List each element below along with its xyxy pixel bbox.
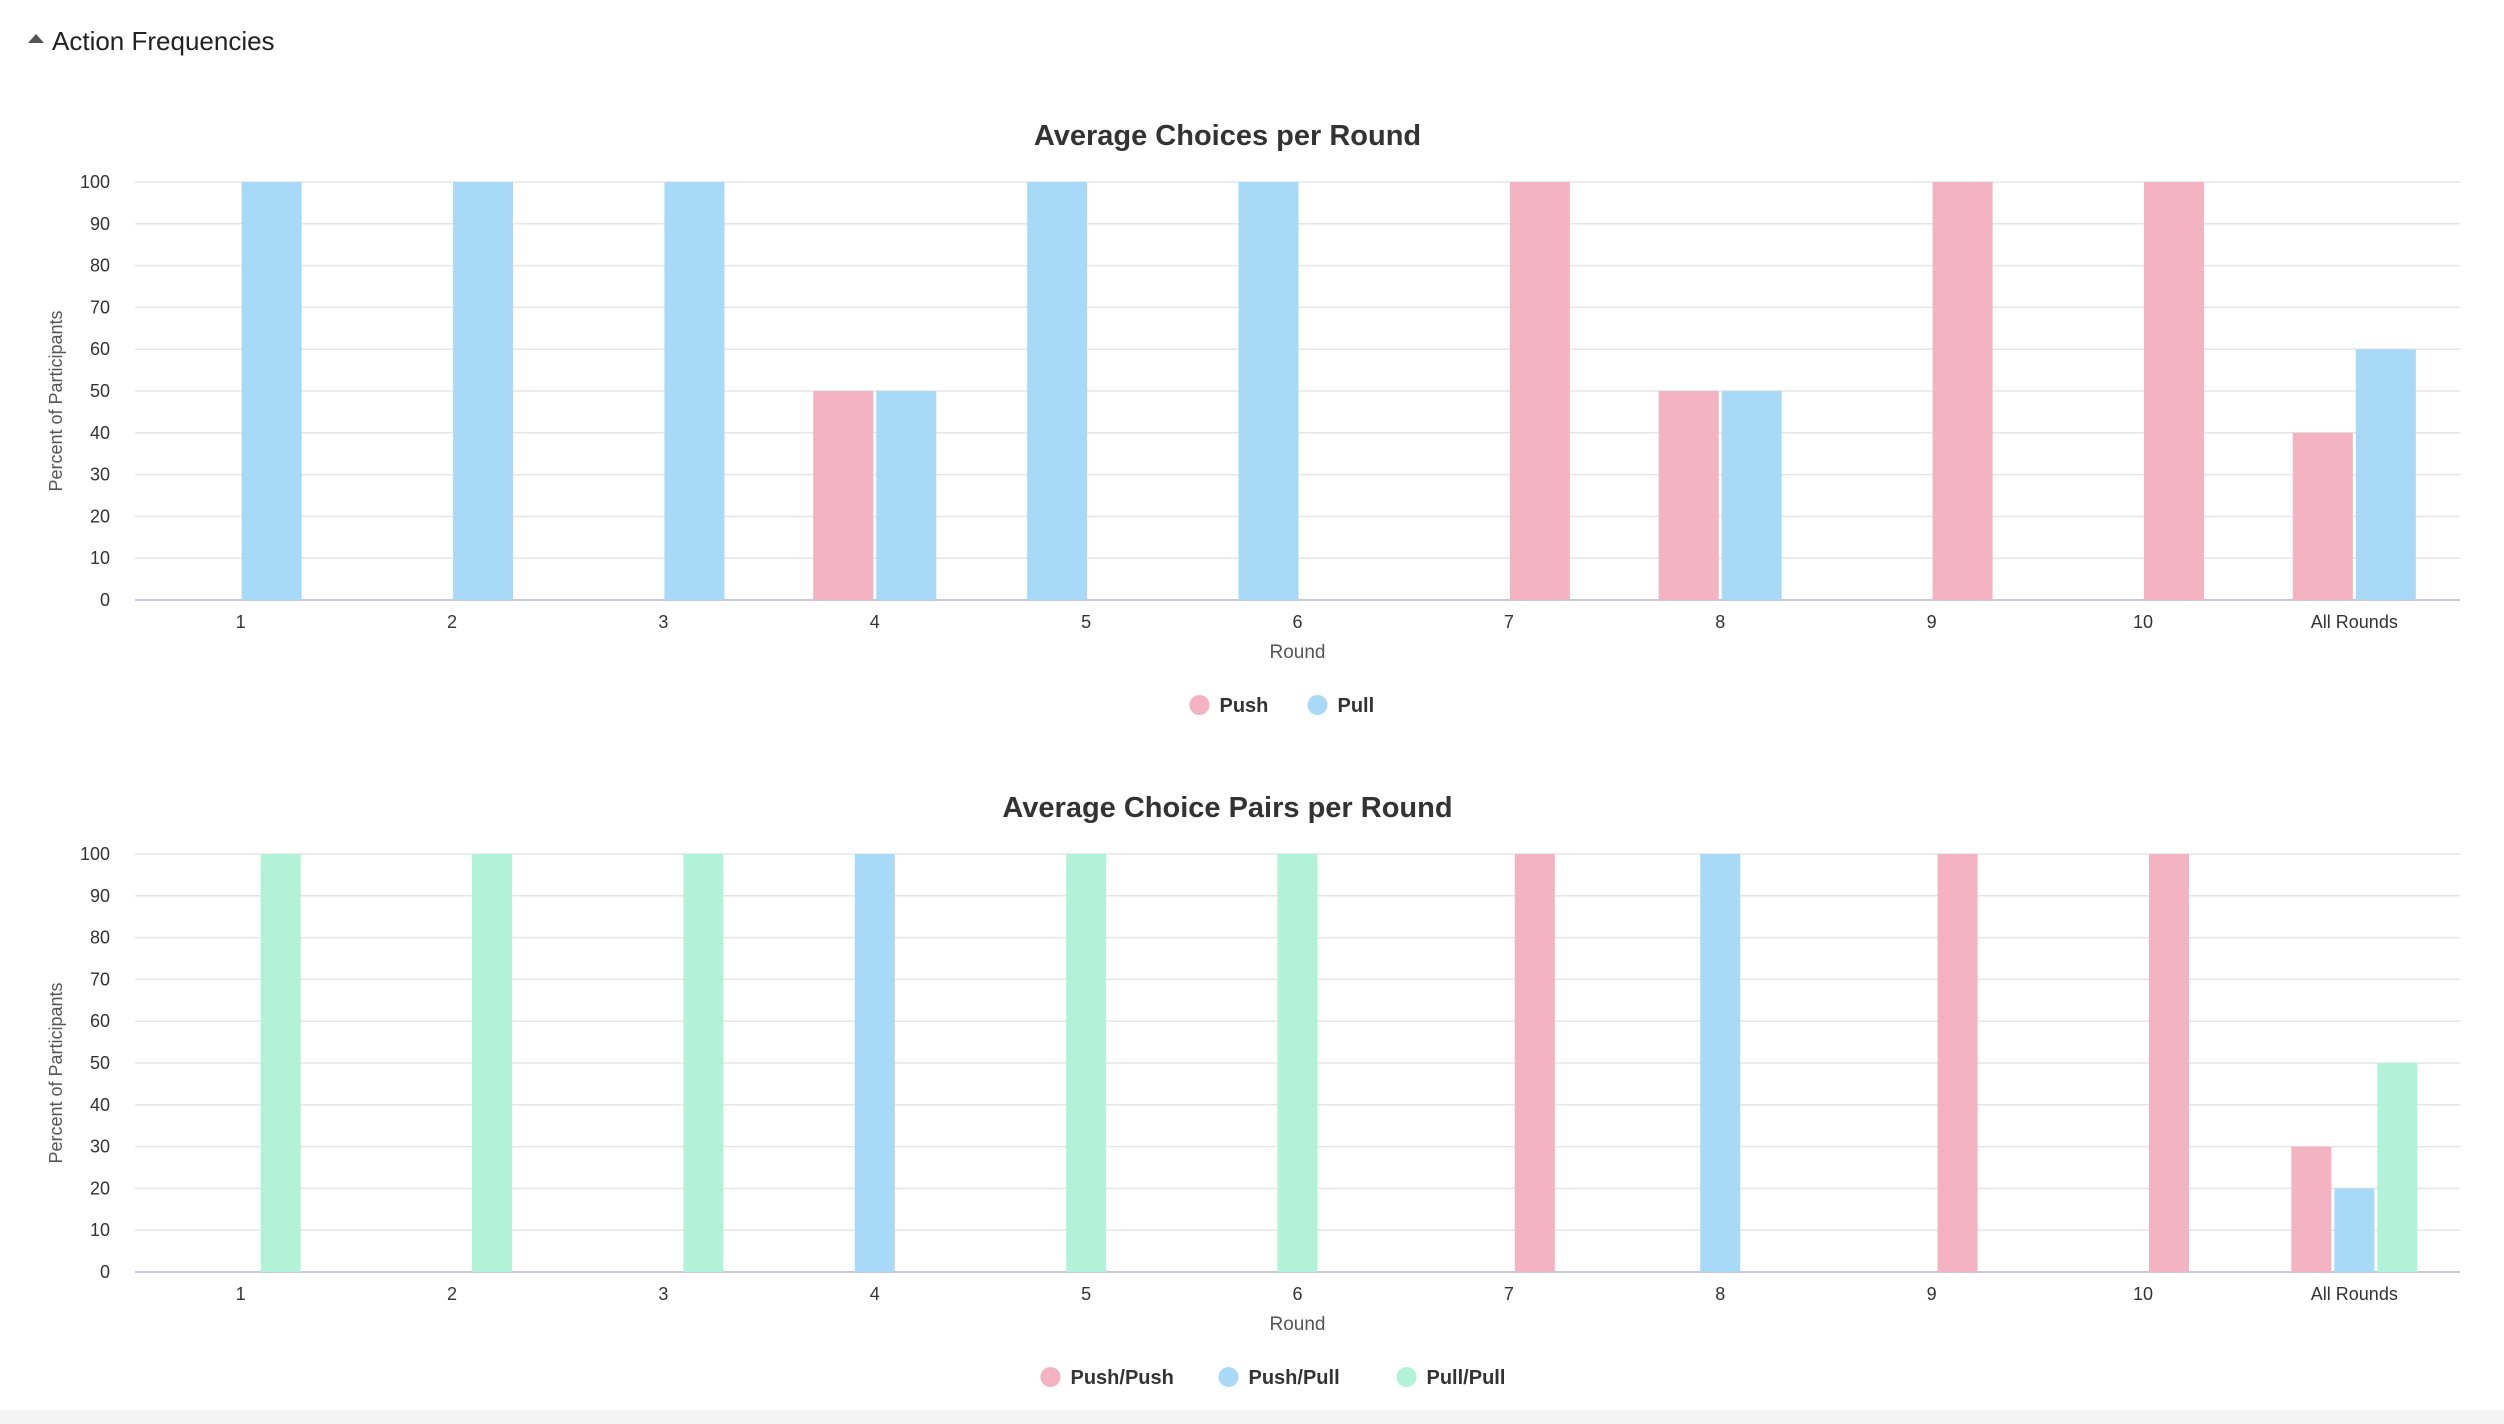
legend-item-pull-pull[interactable]: Pull/Pull	[1427, 1367, 1506, 1389]
y-axis-label: Percent of Participants	[46, 310, 66, 491]
chart-title: Average Choices per Round	[1034, 120, 1421, 152]
x-tick-label: 4	[870, 612, 880, 632]
x-axis-label: Round	[1270, 642, 1326, 663]
average-choices-chart: Average Choices per Round 0 10 20 30 40 50 60 70…	[0, 100, 2504, 740]
bar-push-push-all-rounds[interactable]	[2291, 1146, 2332, 1272]
bar-pull-pull-5[interactable]	[1066, 854, 1107, 1272]
y-tick-label: 90	[90, 214, 110, 234]
bar-pull-pull-2[interactable]	[472, 854, 513, 1272]
y-tick-label: 60	[90, 1011, 110, 1031]
legend-item-pull[interactable]: Pull	[1338, 695, 1375, 717]
bar-push-9[interactable]	[1932, 182, 1993, 600]
legend-item-push[interactable]: Push	[1220, 695, 1269, 717]
legend-item-push-push[interactable]: Push/Push	[1071, 1367, 1174, 1389]
y-tick-label: 80	[90, 256, 110, 276]
x-axis-label: Round	[1270, 1314, 1326, 1335]
chart-title: Average Choice Pairs per Round	[1002, 792, 1452, 824]
bar-pull-4[interactable]	[876, 391, 937, 600]
y-tick-label: 70	[90, 297, 110, 317]
x-tick-label: 7	[1504, 1284, 1514, 1304]
y-tick-label: 10	[90, 1220, 110, 1240]
bottom-bar	[0, 1410, 2504, 1424]
x-tick-label: 2	[447, 612, 457, 632]
x-tick-label: 10	[2133, 612, 2153, 632]
bar-pull-pull-3[interactable]	[683, 854, 724, 1272]
x-tick-label: All Rounds	[2311, 1284, 2398, 1304]
bar-push-push-10[interactable]	[2148, 854, 2189, 1272]
legend-swatch	[1189, 695, 1210, 715]
y-tick-label: 60	[90, 339, 110, 359]
bar-pull-1[interactable]	[241, 182, 302, 600]
y-tick-label: 70	[90, 969, 110, 989]
bar-pull-2[interactable]	[453, 182, 514, 600]
bar-push-10[interactable]	[2143, 182, 2204, 600]
y-axis-label: Percent of Participants	[46, 982, 66, 1163]
x-tick-label: 5	[1081, 612, 1091, 632]
y-tick-label: 30	[90, 465, 110, 485]
x-tick-label: 6	[1292, 612, 1302, 632]
average-choices-chart-svg: Average Choices per Round 0 10 20 30 40 50 60 70…	[46, 120, 2460, 717]
bar-push-push-7[interactable]	[1514, 854, 1555, 1272]
legend-item-push-pull[interactable]: Push/Pull	[1249, 1367, 1340, 1389]
average-choice-pairs-chart-svg: Average Choice Pairs per Round 0 10 20 30 40 5…	[46, 792, 2460, 1389]
bar-pull-8[interactable]	[1721, 391, 1782, 600]
bar-pull-all-rounds[interactable]	[2355, 349, 2416, 600]
legend-swatch	[1218, 1367, 1239, 1387]
bar-push-all-rounds[interactable]	[2292, 432, 2353, 600]
x-tick-label: 10	[2133, 1284, 2153, 1304]
y-tick-label: 80	[90, 928, 110, 948]
legend-swatch	[1040, 1367, 1061, 1387]
y-tick-label: 100	[80, 172, 110, 192]
x-tick-label: 2	[447, 1284, 457, 1304]
x-tick-label: 5	[1081, 1284, 1091, 1304]
y-tick-label: 10	[90, 548, 110, 568]
y-tick-label: 0	[100, 590, 110, 610]
bar-pull-pull-6[interactable]	[1277, 854, 1318, 1272]
bar-push-pull-4[interactable]	[854, 854, 895, 1272]
x-tick-label: 3	[658, 612, 668, 632]
legend-swatch	[1396, 1367, 1417, 1387]
bar-push-pull-all-rounds[interactable]	[2334, 1188, 2375, 1272]
x-tick-label: 1	[236, 1284, 246, 1304]
y-tick-label: 30	[90, 1137, 110, 1157]
y-tick-label: 40	[90, 423, 110, 443]
x-tick-label: 4	[870, 1284, 880, 1304]
x-tick-label: 9	[1927, 1284, 1937, 1304]
bar-push-8[interactable]	[1658, 391, 1719, 600]
bar-push-4[interactable]	[813, 391, 874, 600]
x-tick-label: 9	[1927, 612, 1937, 632]
bar-pull-pull-1[interactable]	[260, 854, 301, 1272]
bar-pull-5[interactable]	[1027, 182, 1088, 600]
bar-pull-pull-all-rounds[interactable]	[2377, 1063, 2418, 1272]
y-tick-label: 100	[80, 844, 110, 864]
y-tick-label: 20	[90, 1178, 110, 1198]
y-tick-label: 50	[90, 1053, 110, 1073]
x-tick-label: 7	[1504, 612, 1514, 632]
y-tick-label: 20	[90, 506, 110, 526]
y-tick-label: 50	[90, 381, 110, 401]
average-choice-pairs-chart: Average Choice Pairs per Round 0 10 20 30 40 5…	[0, 772, 2504, 1412]
x-tick-label: 8	[1715, 612, 1725, 632]
x-tick-label: All Rounds	[2311, 612, 2398, 632]
legend-swatch	[1307, 695, 1328, 715]
bar-pull-3[interactable]	[664, 182, 725, 600]
caret-up-icon	[28, 34, 44, 43]
bar-push-push-9[interactable]	[1937, 854, 1978, 1272]
y-tick-label: 0	[100, 1262, 110, 1282]
action-frequencies-toggle[interactable]: Action Frequencies	[28, 26, 275, 57]
x-tick-label: 1	[236, 612, 246, 632]
bar-push-7[interactable]	[1509, 182, 1570, 600]
bar-push-pull-8[interactable]	[1700, 854, 1741, 1272]
bar-pull-6[interactable]	[1238, 182, 1299, 600]
y-tick-label: 90	[90, 886, 110, 906]
y-tick-label: 40	[90, 1095, 110, 1115]
x-tick-label: 3	[658, 1284, 668, 1304]
x-tick-label: 6	[1292, 1284, 1302, 1304]
x-tick-label: 8	[1715, 1284, 1725, 1304]
section-title: Action Frequencies	[52, 26, 275, 56]
